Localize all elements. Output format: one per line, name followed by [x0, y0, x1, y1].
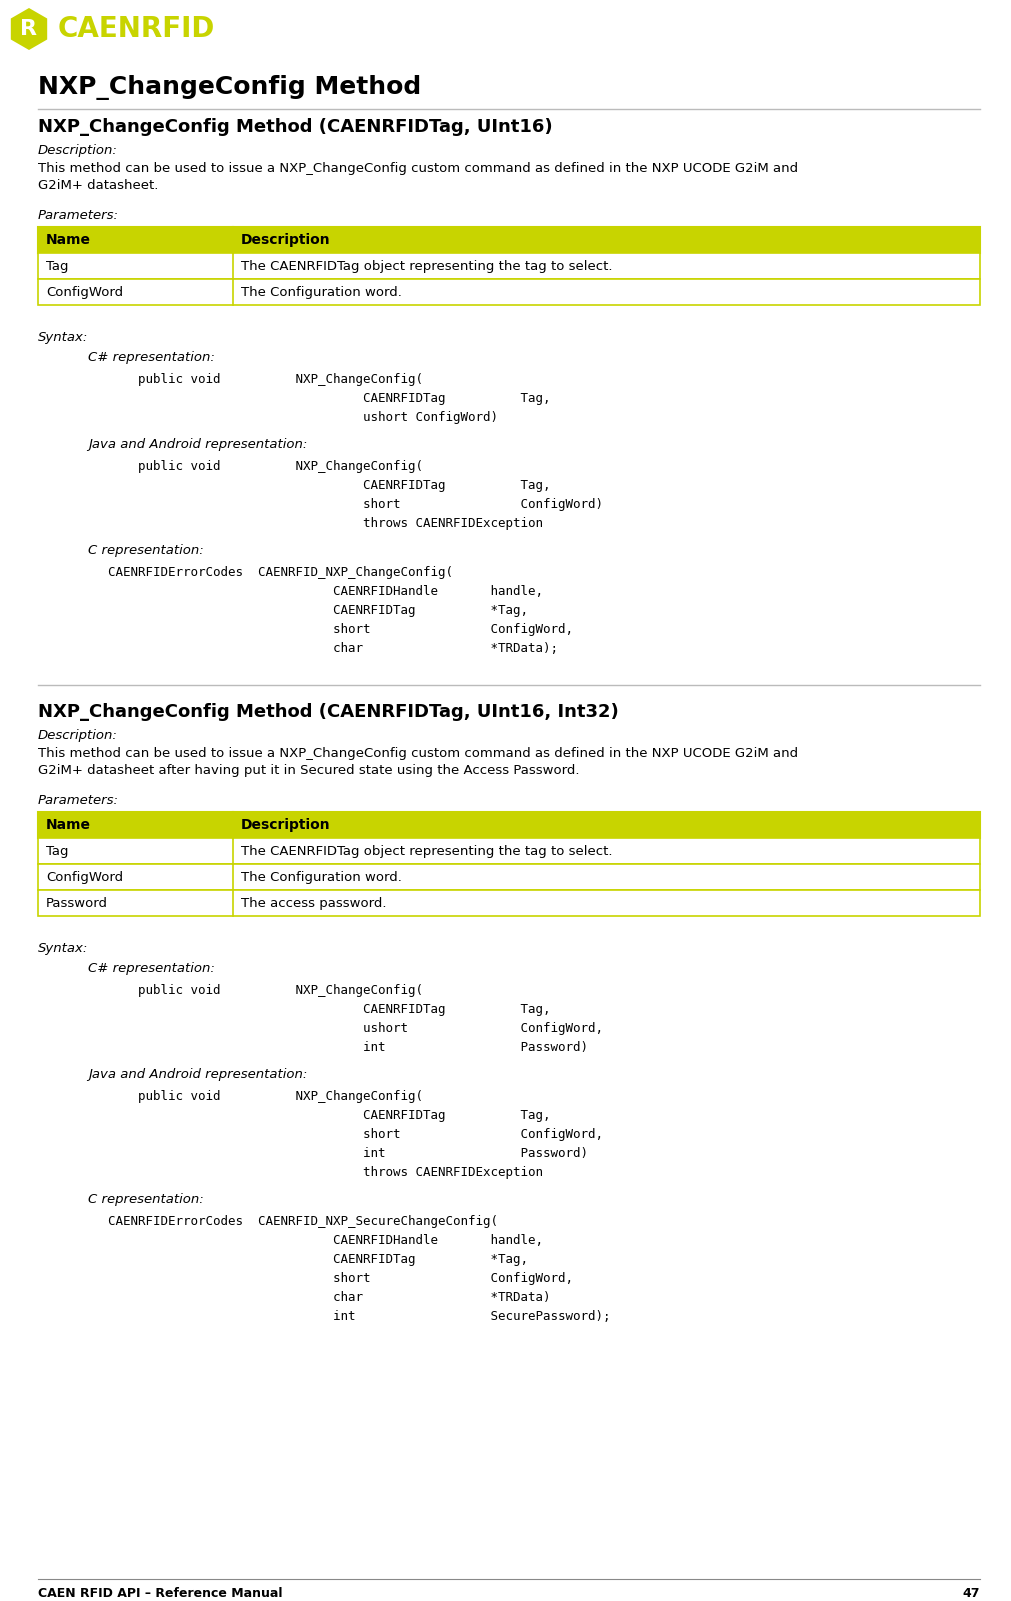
- Text: Syntax:: Syntax:: [38, 331, 88, 344]
- Text: Parameters:: Parameters:: [38, 210, 119, 223]
- Text: R: R: [20, 19, 37, 38]
- Bar: [38, 812, 980, 837]
- Text: int                  Password): int Password): [137, 1146, 588, 1161]
- Text: Parameters:: Parameters:: [38, 794, 119, 807]
- Bar: [38, 253, 980, 279]
- Text: Tag: Tag: [45, 844, 69, 858]
- Text: NXP_ChangeConfig Method: NXP_ChangeConfig Method: [38, 75, 422, 99]
- Text: throws CAENRFIDException: throws CAENRFIDException: [137, 517, 543, 530]
- Text: ushort ConfigWord): ushort ConfigWord): [137, 411, 498, 424]
- Text: C# representation:: C# representation:: [88, 962, 215, 975]
- Text: CAENRFIDErrorCodes  CAENRFID_NXP_ChangeConfig(: CAENRFIDErrorCodes CAENRFID_NXP_ChangeCo…: [108, 567, 453, 580]
- Text: The CAENRFIDTag object representing the tag to select.: The CAENRFIDTag object representing the …: [241, 844, 613, 858]
- Text: Name: Name: [45, 234, 91, 247]
- Text: Description: Description: [241, 818, 331, 833]
- Text: throws CAENRFIDException: throws CAENRFIDException: [137, 1166, 543, 1178]
- Text: CAENRFIDTag          *Tag,: CAENRFIDTag *Tag,: [108, 1254, 528, 1266]
- Text: CAEN RFID API – Reference Manual: CAEN RFID API – Reference Manual: [38, 1587, 282, 1599]
- Text: Password: Password: [45, 897, 108, 909]
- Text: char                 *TRData);: char *TRData);: [108, 642, 558, 655]
- Text: short                ConfigWord,: short ConfigWord,: [137, 1129, 603, 1142]
- Text: CAENRFIDHandle       handle,: CAENRFIDHandle handle,: [108, 584, 543, 599]
- Bar: [38, 227, 980, 253]
- Text: Description:: Description:: [38, 144, 118, 157]
- Bar: [38, 865, 980, 890]
- Text: Description:: Description:: [38, 728, 118, 741]
- Text: char                 *TRData): char *TRData): [108, 1290, 551, 1303]
- Text: This method can be used to issue a NXP_ChangeConfig custom command as defined in: This method can be used to issue a NXP_C…: [38, 162, 798, 175]
- Text: C representation:: C representation:: [88, 544, 204, 557]
- Text: int                  SecurePassword);: int SecurePassword);: [108, 1310, 611, 1322]
- Text: The CAENRFIDTag object representing the tag to select.: The CAENRFIDTag object representing the …: [241, 259, 613, 272]
- Text: The Configuration word.: The Configuration word.: [241, 871, 402, 884]
- Text: CAENRFIDTag          Tag,: CAENRFIDTag Tag,: [137, 479, 551, 492]
- Text: The access password.: The access password.: [241, 897, 386, 909]
- Text: This method can be used to issue a NXP_ChangeConfig custom command as defined in: This method can be used to issue a NXP_C…: [38, 748, 798, 760]
- Text: CAENRFIDTag          Tag,: CAENRFIDTag Tag,: [137, 1109, 551, 1122]
- Text: int                  Password): int Password): [137, 1041, 588, 1053]
- Text: short                ConfigWord): short ConfigWord): [137, 498, 603, 511]
- Text: public void          NXP_ChangeConfig(: public void NXP_ChangeConfig(: [137, 459, 423, 472]
- Text: Description: Description: [241, 234, 331, 247]
- Text: C representation:: C representation:: [88, 1193, 204, 1206]
- Text: Tag: Tag: [45, 259, 69, 272]
- Text: G2iM+ datasheet.: G2iM+ datasheet.: [38, 179, 159, 192]
- Text: Name: Name: [45, 818, 91, 833]
- Text: CAENRFIDTag          Tag,: CAENRFIDTag Tag,: [137, 392, 551, 405]
- Text: ConfigWord: ConfigWord: [45, 285, 123, 298]
- Text: CAENRFIDErrorCodes  CAENRFID_NXP_SecureChangeConfig(: CAENRFIDErrorCodes CAENRFID_NXP_SecureCh…: [108, 1215, 498, 1228]
- Text: 47: 47: [962, 1587, 980, 1599]
- Text: G2iM+ datasheet after having put it in Secured state using the Access Password.: G2iM+ datasheet after having put it in S…: [38, 764, 579, 776]
- Bar: [38, 279, 980, 306]
- Text: The Configuration word.: The Configuration word.: [241, 285, 402, 298]
- Polygon shape: [11, 8, 48, 50]
- Text: public void          NXP_ChangeConfig(: public void NXP_ChangeConfig(: [137, 1090, 423, 1103]
- Text: short                ConfigWord,: short ConfigWord,: [108, 1273, 573, 1286]
- Bar: [38, 890, 980, 916]
- Text: public void          NXP_ChangeConfig(: public void NXP_ChangeConfig(: [137, 985, 423, 997]
- Text: Java and Android representation:: Java and Android representation:: [88, 439, 307, 451]
- Text: NXP_ChangeConfig Method (CAENRFIDTag, UInt16, Int32): NXP_ChangeConfig Method (CAENRFIDTag, UI…: [38, 703, 619, 720]
- Text: Syntax:: Syntax:: [38, 941, 88, 956]
- Text: CAENRFIDTag          *Tag,: CAENRFIDTag *Tag,: [108, 604, 528, 616]
- Text: CAENRFIDTag          Tag,: CAENRFIDTag Tag,: [137, 1002, 551, 1017]
- Text: ConfigWord: ConfigWord: [45, 871, 123, 884]
- Text: NXP_ChangeConfig Method (CAENRFIDTag, UInt16): NXP_ChangeConfig Method (CAENRFIDTag, UI…: [38, 118, 553, 136]
- Text: CAENRFIDHandle       handle,: CAENRFIDHandle handle,: [108, 1234, 543, 1247]
- Text: C# representation:: C# representation:: [88, 351, 215, 363]
- Text: Java and Android representation:: Java and Android representation:: [88, 1068, 307, 1081]
- Text: public void          NXP_ChangeConfig(: public void NXP_ChangeConfig(: [137, 373, 423, 386]
- Text: CAENRFID: CAENRFID: [58, 14, 215, 43]
- Text: ushort               ConfigWord,: ushort ConfigWord,: [137, 1021, 603, 1034]
- Text: short                ConfigWord,: short ConfigWord,: [108, 623, 573, 636]
- Bar: [38, 837, 980, 865]
